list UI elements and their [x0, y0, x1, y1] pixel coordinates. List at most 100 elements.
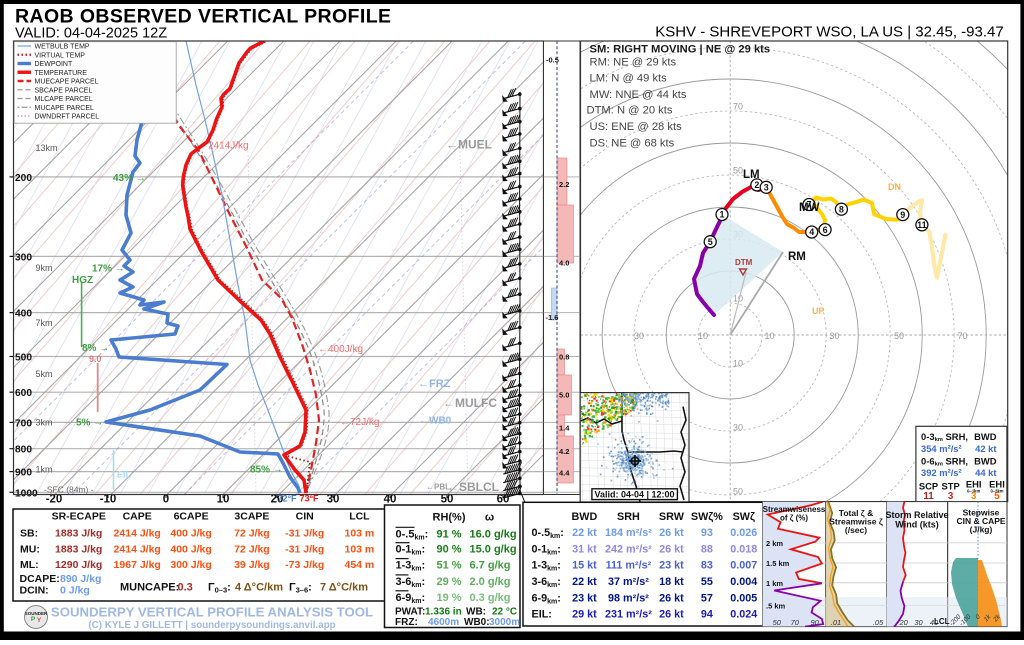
svg-text:231 m²/s²: 231 m²/s²	[605, 608, 652, 620]
svg-text:2k: 2k	[991, 613, 1002, 624]
svg-text:4.4: 4.4	[559, 469, 570, 478]
svg-text:2414 J/kg: 2414 J/kg	[114, 543, 161, 555]
svg-text:2.2: 2.2	[559, 180, 569, 189]
svg-text:LCL: LCL	[934, 617, 950, 626]
svg-text:Streamwiseness: Streamwiseness	[763, 505, 826, 514]
svg-text:-SFC (84m) -: -SFC (84m) -	[44, 485, 94, 495]
svg-text:←MUEL: ←MUEL	[446, 138, 492, 152]
svg-text:39 J/kg: 39 J/kg	[234, 559, 270, 571]
svg-text:←72J/kg: ←72J/kg	[340, 417, 379, 428]
svg-text:2414J/kg: 2414J/kg	[208, 141, 249, 152]
svg-text:22 kt: 22 kt	[572, 576, 597, 588]
svg-text:0–3km: 0–3km	[990, 488, 1003, 493]
svg-text:73°F: 73°F	[299, 494, 319, 504]
svg-text:30: 30	[634, 331, 644, 341]
svg-text:98 m²/s²: 98 m²/s²	[608, 592, 649, 604]
svg-text:50: 50	[733, 166, 743, 176]
svg-text:0.004: 0.004	[730, 576, 757, 588]
svg-text:0: 0	[163, 494, 169, 506]
svg-text:50: 50	[894, 331, 904, 341]
svg-text:3: 3	[948, 491, 954, 502]
svg-text:0.3: 0.3	[178, 582, 193, 594]
svg-text:VALID: 04-04-2025 12Z: VALID: 04-04-2025 12Z	[15, 26, 167, 42]
svg-text:93: 93	[701, 527, 713, 539]
svg-text:17% →: 17% →	[92, 264, 125, 275]
svg-text:43% →: 43% →	[113, 173, 146, 184]
svg-text:30: 30	[327, 494, 340, 506]
svg-text:10: 10	[765, 331, 775, 341]
svg-text:1: 1	[719, 210, 724, 220]
svg-text:0.8: 0.8	[559, 353, 569, 362]
svg-text:8% →: 8% →	[82, 343, 109, 354]
svg-text:0.018: 0.018	[730, 543, 757, 555]
svg-text:94: 94	[701, 608, 713, 620]
svg-text:P: P	[31, 616, 36, 623]
svg-text:DN: DN	[888, 182, 901, 192]
svg-text:50: 50	[733, 487, 743, 497]
svg-text:23 kt: 23 kt	[572, 592, 597, 604]
svg-text:15 kt: 15 kt	[572, 560, 597, 572]
svg-text:26 kt: 26 kt	[659, 527, 684, 539]
svg-text:SM: RIGHT MOVING | NE @ 29 kts: SM: RIGHT MOVING | NE @ 29 kts	[590, 43, 771, 55]
svg-text:2414 J/kg: 2414 J/kg	[114, 527, 161, 539]
svg-text:1-3km:: 1-3km:	[532, 560, 561, 573]
svg-text:7km: 7km	[36, 318, 53, 328]
svg-text:29 %: 29 %	[436, 576, 461, 588]
svg-text:DEWPOINT: DEWPOINT	[35, 61, 73, 68]
svg-text:MUCAPE PARCEL: MUCAPE PARCEL	[35, 105, 94, 112]
svg-text:9.0: 9.0	[89, 354, 102, 364]
svg-text:400 J/kg: 400 J/kg	[170, 527, 211, 539]
svg-text:1967 J/kg: 1967 J/kg	[114, 559, 161, 571]
svg-text:-20: -20	[46, 494, 63, 506]
svg-text:EHI: EHI	[966, 479, 982, 490]
svg-text:1000: 1000	[15, 488, 38, 499]
svg-text:10: 10	[217, 494, 230, 506]
svg-text:4.2: 4.2	[559, 447, 569, 456]
svg-text:SRH: SRH	[617, 511, 640, 523]
svg-text:30: 30	[733, 423, 743, 433]
svg-text:LM: N @ 49 kts: LM: N @ 49 kts	[590, 72, 668, 84]
svg-text:ω: ω	[485, 511, 494, 523]
svg-text:51 %: 51 %	[436, 560, 461, 572]
svg-text:72 J/kg: 72 J/kg	[234, 527, 270, 539]
svg-text:Storm Relative: Storm Relative	[885, 510, 948, 520]
svg-text:SCP: SCP	[919, 480, 938, 491]
svg-text:0 J/kg: 0 J/kg	[60, 585, 90, 597]
svg-text:7: 7	[806, 200, 811, 210]
svg-text:CIN & CAPE: CIN & CAPE	[956, 516, 1005, 526]
svg-text:5: 5	[708, 237, 713, 247]
svg-text:26 kt: 26 kt	[659, 543, 684, 555]
svg-text:50: 50	[441, 494, 454, 506]
svg-text:13km: 13km	[36, 143, 58, 153]
svg-text:2 km: 2 km	[766, 539, 783, 548]
svg-text:22 °C: 22 °C	[492, 607, 517, 618]
svg-text:3CAPE: 3CAPE	[234, 511, 269, 523]
svg-text:6-9km:: 6-9km:	[532, 592, 561, 605]
svg-text:90: 90	[811, 618, 820, 627]
svg-text:3000m: 3000m	[489, 617, 520, 628]
svg-text:0.026: 0.026	[730, 527, 757, 539]
svg-text:42 kt: 42 kt	[975, 443, 996, 454]
svg-text:72 J/kg: 72 J/kg	[234, 543, 270, 555]
svg-text:90 %: 90 %	[436, 544, 461, 556]
svg-text:HGZ: HGZ	[72, 275, 93, 286]
svg-text:6: 6	[823, 225, 828, 235]
svg-text:-0.5: -0.5	[546, 56, 559, 65]
svg-text:15.0 g/kg: 15.0 g/kg	[470, 544, 517, 556]
svg-text:103 m: 103 m	[345, 527, 375, 539]
svg-text:400: 400	[15, 309, 32, 320]
svg-text:UP: UP	[812, 306, 825, 316]
svg-text:700: 700	[15, 418, 32, 429]
svg-text:2: 2	[754, 180, 759, 190]
svg-text:PWAT:: PWAT:	[395, 607, 425, 618]
svg-text:Wind (kts): Wind (kts)	[895, 520, 938, 530]
svg-text:4600m: 4600m	[428, 617, 459, 628]
svg-text:10: 10	[733, 294, 743, 304]
svg-text:800: 800	[15, 445, 32, 456]
svg-text:EHI: EHI	[989, 479, 1005, 490]
svg-text:Γ3–6:: Γ3–6:	[289, 582, 312, 595]
svg-text:Valid: 04-04 | 12:00: Valid: 04-04 | 12:00	[595, 489, 675, 499]
svg-text:31 kt: 31 kt	[572, 543, 597, 555]
svg-text:SOUNDER: SOUNDER	[25, 611, 48, 616]
svg-text:.01: .01	[831, 618, 841, 627]
